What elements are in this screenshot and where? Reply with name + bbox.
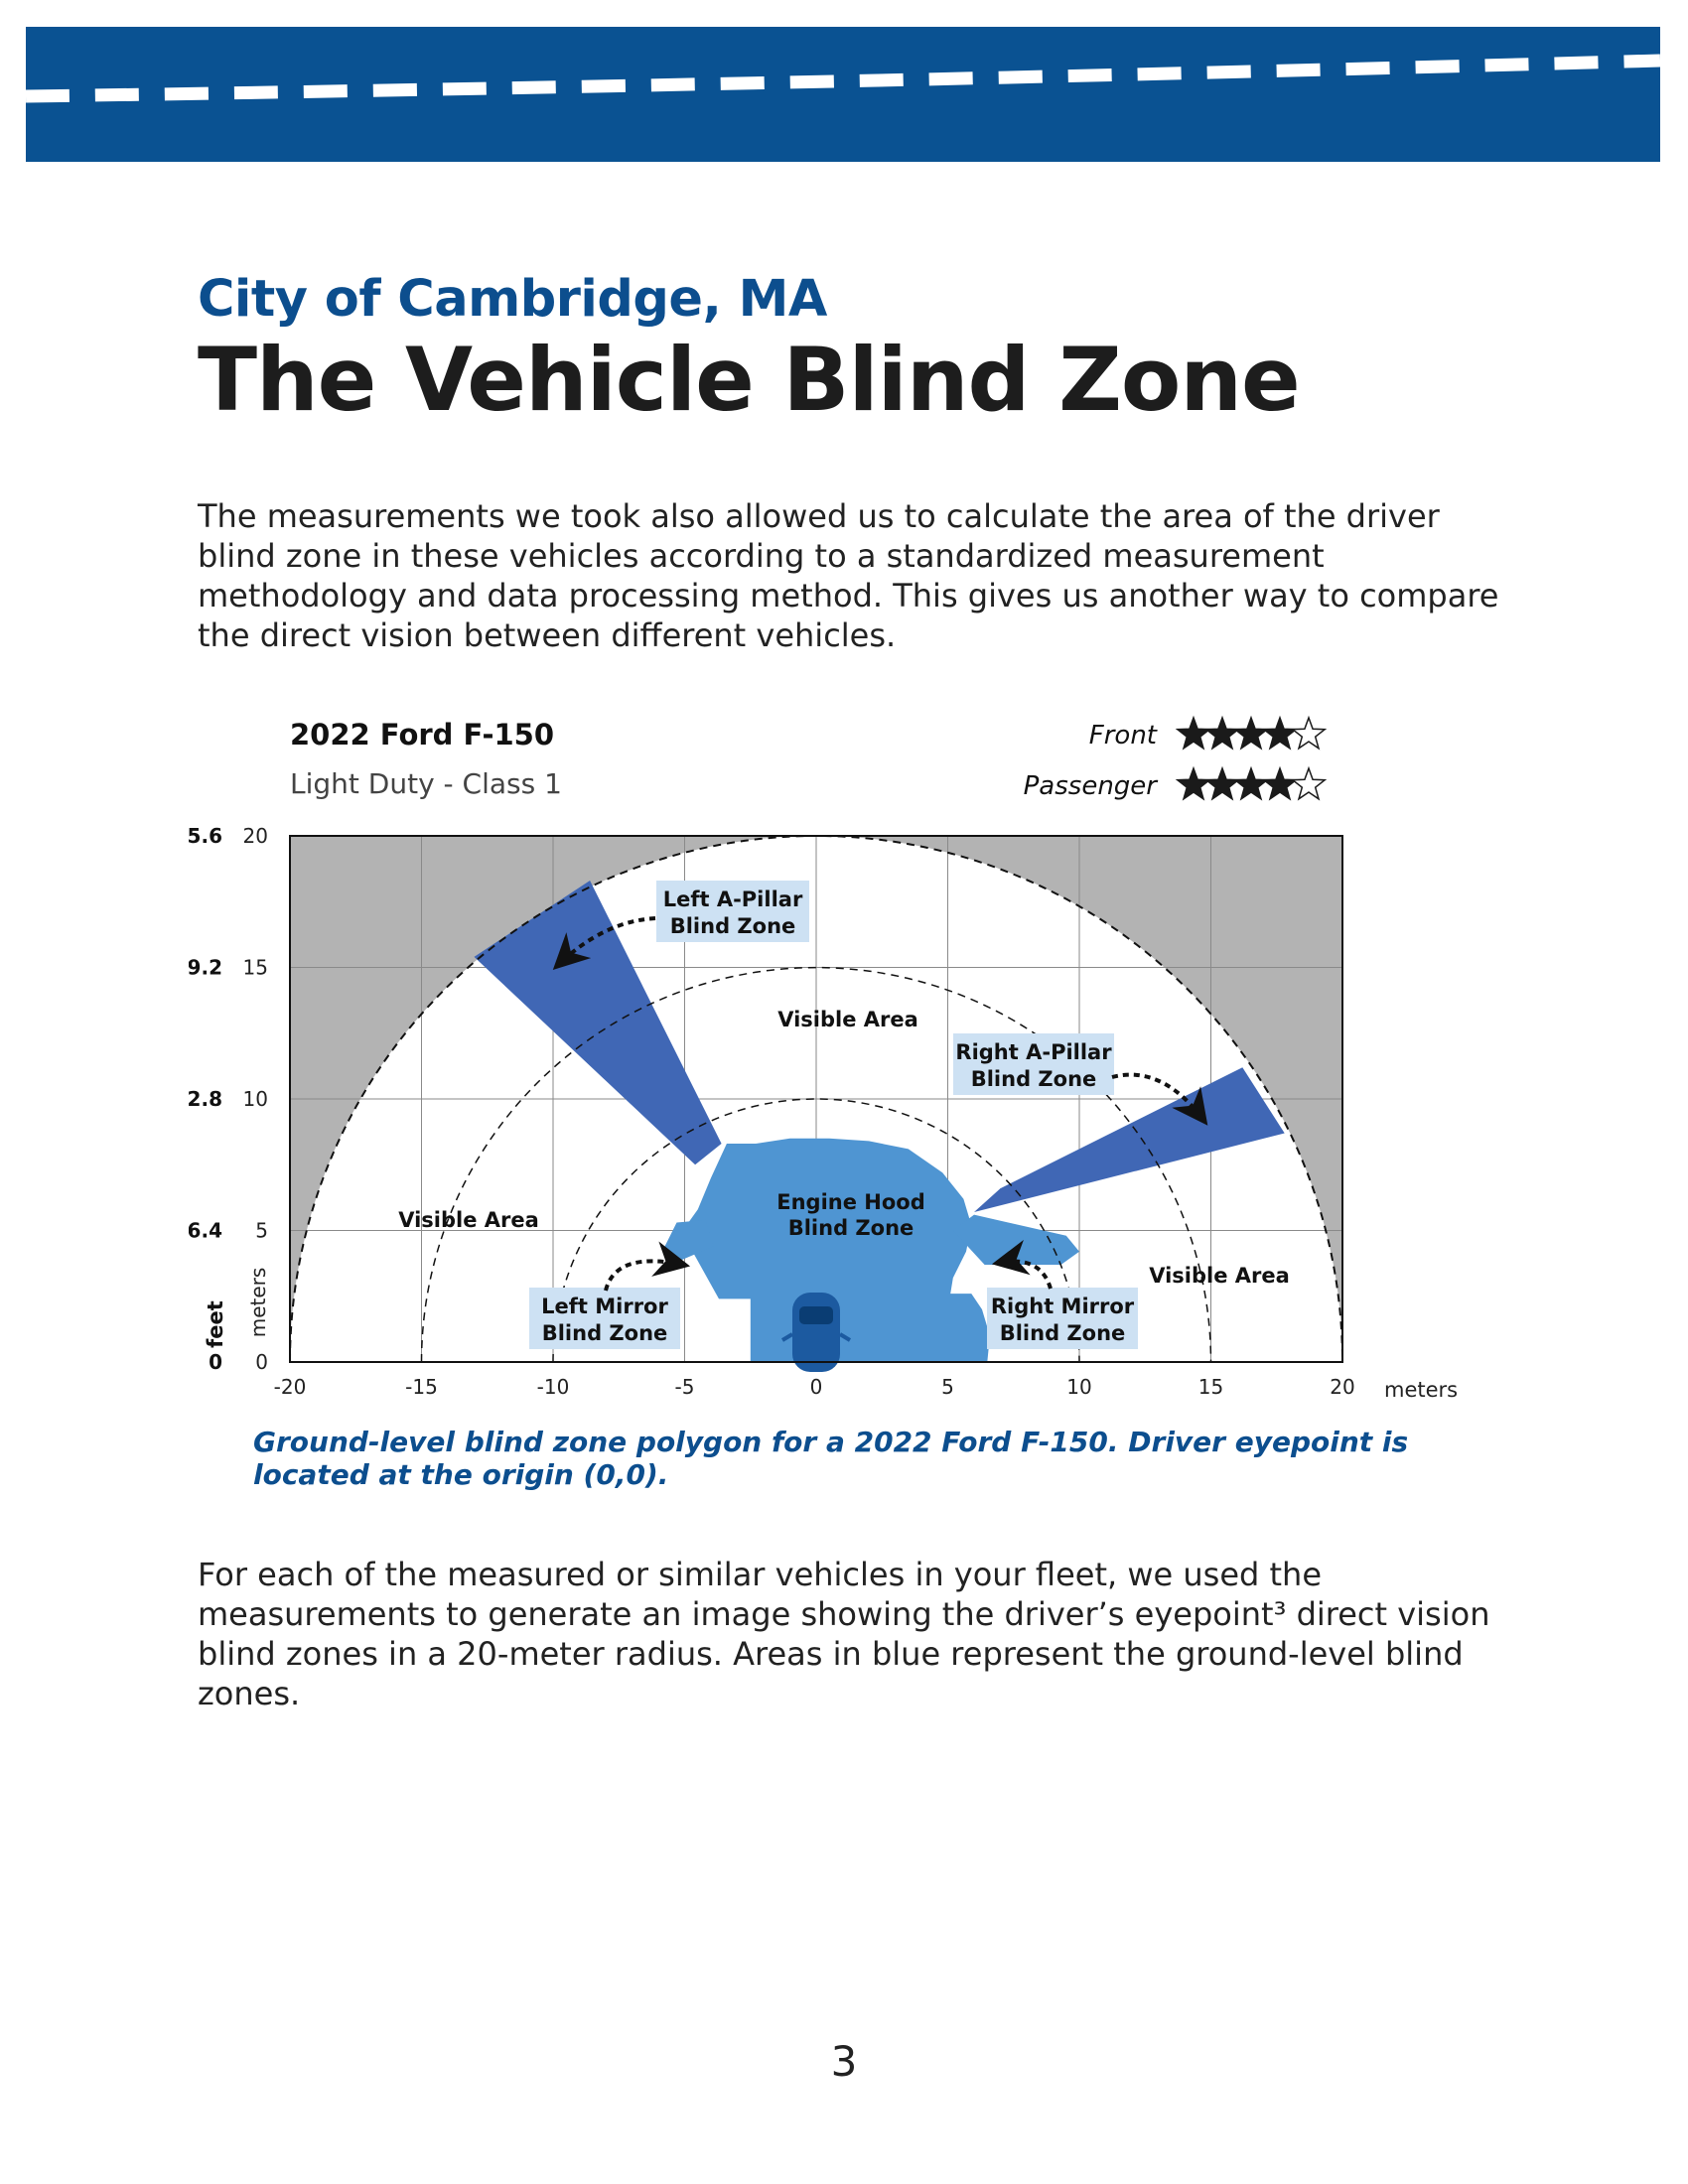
x-tick-label: -15 — [405, 1375, 438, 1399]
star-filled-icon — [1203, 715, 1241, 751]
vehicle-mirror-right — [838, 1332, 852, 1342]
rating-label-passenger: Passenger — [1024, 771, 1160, 801]
y-axis-label-meters: meters — [246, 1268, 270, 1338]
arrow-left-a-pillar — [552, 916, 656, 970]
star-filled-icon — [1261, 765, 1299, 801]
arrow-left-mirror — [604, 1241, 691, 1292]
radius-arc-15 — [420, 966, 1212, 1363]
y-axis-label-feet: feet — [204, 1300, 227, 1348]
page-title: The Vehicle Blind Zone — [198, 329, 1301, 431]
x-tick-label: 0 — [810, 1375, 823, 1399]
x-tick-label: 10 — [1066, 1375, 1091, 1399]
star-filled-icon — [1232, 765, 1270, 801]
figure-caption: Ground-level blind zone polygon for a 20… — [253, 1426, 1409, 1491]
right-mirror-label-bg — [987, 1288, 1138, 1349]
right-mirror-label-text: Right Mirror — [991, 1295, 1135, 1318]
engine-hood-zone — [684, 1138, 990, 1362]
rating-label-front: Front — [1089, 721, 1158, 751]
x-tick-label: 5 — [941, 1375, 954, 1399]
y-tick-label-meters: 15 — [243, 956, 268, 980]
star-filled-icon — [1261, 715, 1299, 751]
star-empty-icon — [1290, 715, 1328, 751]
right-mirror-label-text: Blind Zone — [1000, 1321, 1126, 1345]
blind-zone-figure: Left A-Pillar Blind Zone Right A-Pillar Bli… — [174, 695, 1509, 1499]
header: City of Cambridge, MA The Vehicle Blind … — [198, 270, 1488, 426]
right-a-pillar-label-bg — [953, 1033, 1114, 1095]
y-tick-label-meters: 20 — [243, 824, 268, 848]
engine-hood-label: Blind Zone — [788, 1216, 914, 1240]
y-tick-label-meters: 5 — [255, 1219, 268, 1243]
blind-zone-plot: Left A-Pillar Blind Zone Right A-Pillar Bli… — [174, 715, 1458, 1402]
star-filled-icon — [1175, 715, 1212, 751]
right-a-pillar-label-text: Right A-Pillar — [955, 1040, 1112, 1064]
arrow-right-a-pillar — [1111, 1072, 1208, 1126]
page-subtitle: City of Cambridge, MA — [198, 270, 827, 329]
banner-dashed-line — [26, 54, 1660, 103]
left-a-pillar-label: Left A-Pillar Blind Zone — [656, 881, 809, 942]
right-a-pillar-label-text: Blind Zone — [971, 1067, 1097, 1091]
arrow-right-mirror — [991, 1239, 1053, 1290]
x-tick-label: -5 — [675, 1375, 695, 1399]
vehicle-mirror-left — [780, 1332, 794, 1342]
left-a-pillar-zone — [474, 881, 722, 1165]
y-tick-label-feet: 16.4 — [189, 1219, 222, 1243]
left-a-pillar-label-text: Blind Zone — [670, 914, 796, 938]
radius-arc-10 — [552, 1098, 1080, 1363]
visible-area-label-right: Visible Area — [1149, 1264, 1290, 1288]
y-tick-label-feet: 49.2 — [189, 956, 222, 980]
visible-area-label-left: Visible Area — [398, 1208, 539, 1232]
vehicle-name: 2022 Ford F-150 — [290, 718, 554, 751]
left-a-pillar-label-bg — [656, 881, 809, 942]
y-tick-label-feet: 32.8 — [189, 1087, 222, 1111]
visible-area-label-top: Visible Area — [777, 1008, 918, 1031]
x-axis-label: meters — [1384, 1378, 1458, 1402]
y-tick-label-feet: 65.6 — [189, 824, 222, 848]
banner-background — [26, 27, 1660, 162]
outro-paragraph: For each of the measured or similar vehi… — [198, 1556, 1490, 1712]
left-mirror-label: Left Mirror Blind Zone — [529, 1288, 680, 1349]
left-a-pillar-label-text: Left A-Pillar — [663, 887, 803, 911]
right-a-pillar-label: Right A-Pillar Blind Zone — [953, 1033, 1114, 1095]
blind-zones — [474, 881, 1285, 1362]
road-banner — [26, 27, 1660, 162]
star-filled-icon — [1232, 715, 1270, 751]
x-tick-label: -10 — [537, 1375, 570, 1399]
left-mirror-label-text: Left Mirror — [541, 1295, 668, 1318]
engine-hood-label: Engine Hood — [776, 1190, 925, 1214]
x-tick-label: 15 — [1198, 1375, 1223, 1399]
intro-paragraph: The measurements we took also allowed us… — [198, 497, 1499, 654]
page-number: 3 — [830, 2037, 858, 2086]
star-empty-icon — [1290, 765, 1328, 801]
plot-frame — [289, 835, 1343, 1363]
star-filled-icon — [1203, 765, 1241, 801]
y-tick-label-meters: 10 — [243, 1087, 268, 1111]
y-tick-label-feet: 0 — [209, 1350, 222, 1374]
right-mirror-label: Right Mirror Blind Zone — [987, 1288, 1138, 1349]
right-mirror-zone — [952, 1214, 1079, 1265]
left-mirror-label-text: Blind Zone — [542, 1321, 668, 1345]
x-tick-label: 20 — [1330, 1375, 1354, 1399]
star-filled-icon — [1175, 765, 1212, 801]
left-mirror-label-bg — [529, 1288, 680, 1349]
vehicle-windshield — [799, 1306, 833, 1324]
vehicle-class: Light Duty - Class 1 — [290, 767, 562, 800]
y-tick-label-meters: 0 — [255, 1350, 268, 1374]
vehicle-icon — [780, 1293, 852, 1372]
vehicle-body — [792, 1293, 840, 1372]
x-tick-label: -20 — [274, 1375, 307, 1399]
